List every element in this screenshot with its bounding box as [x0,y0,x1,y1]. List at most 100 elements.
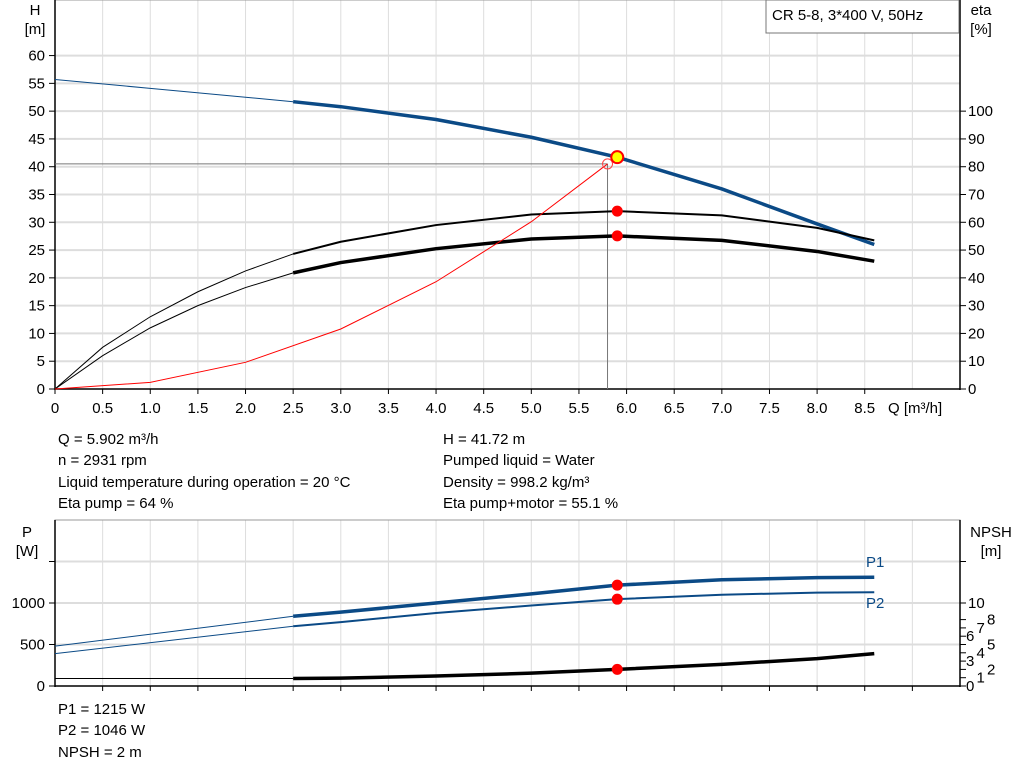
duty-point-marker [610,150,625,165]
x-tick-label: 6.0 [616,400,637,417]
right-tick-label: 4 [977,645,985,662]
right-tick-label: 90 [968,131,985,148]
left-tick-label: 25 [28,242,45,259]
h-curve [292,99,875,247]
h-curve-extrapolated [54,78,294,103]
x-tick-label: 7.0 [711,400,732,417]
left-tick-label: 10 [28,325,45,342]
npsh-marker [611,663,623,675]
x-tick-label: 6.5 [664,400,685,417]
eta-pump-curve [292,210,875,255]
left-tick-label: 0 [37,381,45,398]
info-liquid-temp: Liquid temperature during operation = 20… [58,474,351,491]
info-eta-pump-motor: Eta pump+motor = 55.1 % [443,495,619,512]
right-tick-label: 1 [977,670,985,687]
eta-pump-motor-marker [611,230,623,242]
right-tick-label: 0 [968,381,976,398]
q-axis-title: Q [m³/h] [888,400,942,417]
info-density: Density = 998.2 kg/m³ [443,474,590,491]
right-tick-label: 7 [977,620,985,637]
left-tick-label: 0 [37,678,45,695]
x-tick-label: 5.0 [521,400,542,417]
left-tick-label: 5 [37,353,45,370]
x-tick-label: 0 [51,400,59,417]
left-tick-label: 15 [28,298,45,315]
right-tick-label: 6 [966,628,974,645]
info-p1: P1 = 1215 W [58,701,146,718]
npsh-curve [293,651,875,681]
right-tick-label: 30 [968,298,985,315]
legend-box [765,0,960,34]
power-chart [49,519,966,691]
npsh-axis-title: NPSH [970,524,1012,541]
left-tick-label: 60 [28,48,45,65]
legend-label: CR 5-8, 3*400 V, 50Hz [772,7,923,24]
x-tick-label: 2.5 [283,400,304,417]
p-axis-unit: [W] [16,543,39,560]
x-tick-label: 3.5 [378,400,399,417]
right-tick-label: 50 [968,242,985,259]
left-tick-label: 50 [28,103,45,120]
p-axis-title: P [22,524,32,541]
h-axis-title: H [30,2,41,19]
left-tick-label: 45 [28,131,45,148]
x-tick-label: 4.5 [473,400,494,417]
left-tick-label: 1000 [12,595,45,612]
eta-axis-unit: [%] [970,21,992,38]
left-tick-label: 30 [28,214,45,231]
x-tick-label: 7.5 [759,400,780,417]
right-tick-label: 100 [968,103,993,120]
right-tick-label: 0 [966,678,974,695]
x-tick-label: 4.0 [426,400,447,417]
eta-pump-marker [611,205,623,217]
x-tick-label: 8.5 [854,400,875,417]
right-tick-label: 60 [968,214,985,231]
x-tick-label: 0.5 [92,400,113,417]
x-tick-label: 1.0 [140,400,161,417]
p2-curve-extrapolated [54,625,294,655]
eta-pump-motor-curve-extrapolated [54,272,294,390]
right-tick-label: 70 [968,187,985,204]
p1-curve [293,575,875,619]
right-tick-label: 2 [987,661,995,678]
eta-axis-title: eta [971,2,993,19]
p1-series-label: P1 [866,554,884,571]
info-p2: P2 = 1046 W [58,722,146,739]
right-tick-label: 80 [968,159,985,176]
info-pumped-liquid: Pumped liquid = Water [443,452,595,469]
left-tick-label: 20 [28,270,45,287]
right-tick-label: 3 [966,653,974,670]
p2-marker [611,593,623,605]
right-tick-label: 40 [968,270,985,287]
right-tick-label: 20 [968,325,985,342]
h-axis-unit: [m] [25,21,46,38]
right-tick-label: 8 [987,612,995,629]
info-eta-pump: Eta pump = 64 % [58,495,174,512]
p1-marker [611,579,623,591]
x-tick-label: 5.5 [569,400,590,417]
system-curve [54,163,608,390]
right-tick-label: 10 [968,595,985,612]
info-npsh: NPSH = 2 m [58,744,142,761]
right-tick-label: 10 [968,353,985,370]
info-speed: n = 2931 rpm [58,452,147,469]
x-tick-label: 2.0 [235,400,256,417]
right-tick-label: 5 [987,637,995,654]
info-q: Q = 5.902 m³/h [58,431,159,448]
x-tick-label: 1.5 [187,400,208,417]
qh-chart [49,0,966,394]
p1-curve-extrapolated [54,615,294,647]
left-tick-label: 40 [28,159,45,176]
x-tick-label: 3.0 [330,400,351,417]
eta-pump-motor-curve [292,234,875,275]
system-point-marker [602,158,614,170]
left-tick-label: 35 [28,187,45,204]
npsh-axis-unit: [m] [981,543,1002,560]
left-tick-label: 55 [28,75,45,92]
left-tick-label: 500 [20,637,45,654]
p2-curve [293,591,875,628]
eta-pump-curve-extrapolated [54,253,294,390]
p2-series-label: P2 [866,595,884,612]
